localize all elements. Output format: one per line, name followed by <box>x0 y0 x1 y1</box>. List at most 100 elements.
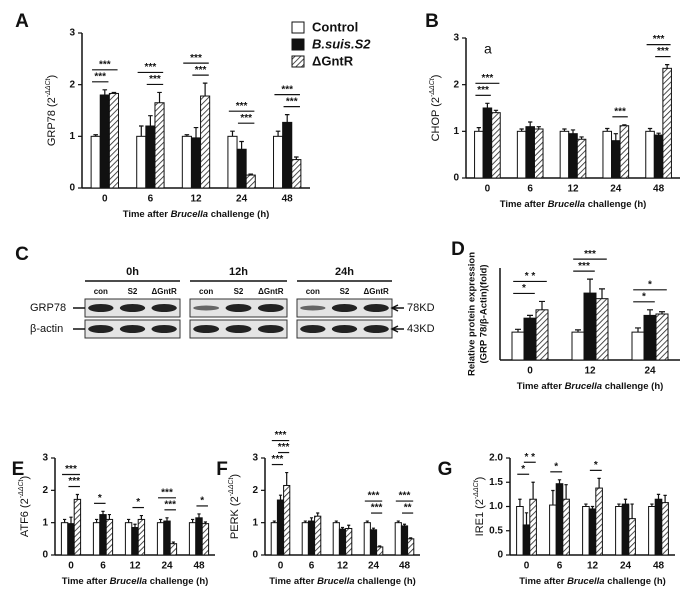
x-axis-label-end: challenge (h) <box>602 381 663 392</box>
bar <box>124 522 133 556</box>
bar <box>549 504 557 556</box>
error-bar <box>340 526 345 530</box>
significance-label: *** <box>99 59 111 70</box>
significance-label: *** <box>240 113 252 124</box>
x-tick-label: 48 <box>653 561 665 572</box>
bar <box>588 508 597 556</box>
y-tick-label: 1.5 <box>489 477 503 488</box>
x-tick-label: 6 <box>100 561 106 572</box>
bar <box>631 331 645 361</box>
significance-label: *** <box>584 249 596 260</box>
error-bar <box>284 114 290 123</box>
y-axis-label: ATF6 (2-ΔΔCt) <box>18 476 31 537</box>
error-bar <box>630 503 634 519</box>
significance-label: *** <box>275 430 287 441</box>
y-axis-label-sup: -ΔΔCt <box>18 478 25 498</box>
legend-label: B.suis.S2 <box>312 36 371 51</box>
bar <box>653 134 664 179</box>
error-bar <box>184 134 190 137</box>
bar <box>655 313 669 361</box>
y-axis-label: PERK (2-ΔΔCt) <box>228 474 241 539</box>
x-tick-label: 48 <box>653 184 665 195</box>
x-tick-label: 12 <box>190 194 202 205</box>
bar <box>369 529 378 556</box>
x-tick-label: 0 <box>68 561 74 572</box>
error-bar <box>613 133 618 141</box>
bar <box>105 518 114 556</box>
x-axis-label-italic: Brucella <box>317 576 355 587</box>
error-bar <box>663 494 667 503</box>
x-tick-label: 6 <box>527 184 533 195</box>
error-bar <box>518 498 522 507</box>
x-tick-label: 0 <box>527 366 533 377</box>
blot-size-label: 43KD <box>407 323 435 335</box>
bar <box>595 487 603 556</box>
bar <box>568 133 578 179</box>
bar <box>67 523 75 556</box>
significance-label: *** <box>482 73 494 84</box>
blot-row-label: GRP78 <box>30 302 66 314</box>
significance-label: *** <box>281 84 293 95</box>
x-tick-label: 12 <box>587 561 599 572</box>
blot-band <box>225 304 252 312</box>
panel-letter: D <box>451 239 465 260</box>
y-tick-label: 3 <box>42 453 48 464</box>
bar <box>291 159 302 189</box>
x-axis-label-end: challenge (h) <box>147 576 208 587</box>
panel-letter: A <box>15 11 29 32</box>
blot-lane-label: ΔGntR <box>152 287 178 296</box>
x-tick-label: 12 <box>567 184 579 195</box>
bar <box>621 503 630 556</box>
error-bar <box>396 520 400 523</box>
bar <box>643 314 657 361</box>
y-tick-label: 0 <box>69 183 75 194</box>
x-axis-label: Time after Brucella challenge (h) <box>123 209 270 220</box>
bar <box>582 506 590 556</box>
error-bar <box>562 128 567 132</box>
blot-group-label: 0h <box>126 266 139 278</box>
error-bar <box>203 521 207 524</box>
error-bar <box>557 479 562 484</box>
error-bar <box>575 329 581 333</box>
bar <box>156 522 165 556</box>
blot-row-label: β-actin <box>30 323 63 335</box>
error-bar <box>278 494 283 501</box>
error-bar <box>101 510 105 515</box>
x-tick-label: 0 <box>485 184 491 195</box>
blot-lane-label: con <box>306 287 320 296</box>
bar <box>201 523 210 556</box>
error-bar <box>95 518 99 523</box>
significance-label: * * <box>525 271 536 282</box>
y-tick-label: 0 <box>42 550 48 561</box>
error-bar <box>309 517 314 522</box>
y-tick-label: 2 <box>42 485 48 496</box>
panel-letter: G <box>438 459 453 480</box>
bar <box>338 528 347 556</box>
legend-label: ΔGntR <box>312 53 354 68</box>
y-axis-label-sup: -ΔΔCt <box>473 479 480 499</box>
bar <box>602 130 613 179</box>
error-bar <box>69 516 73 524</box>
error-bar <box>528 121 533 127</box>
significance-label: * <box>136 497 140 508</box>
x-axis-label-italic: Brucella <box>110 576 148 587</box>
x-axis-label-italic: Brucella <box>171 209 209 220</box>
bar <box>236 148 247 189</box>
bar <box>270 522 278 556</box>
error-bar <box>107 513 111 520</box>
x-tick-label: 0 <box>524 561 530 572</box>
significance-label: *** <box>614 106 626 117</box>
significance-label: *** <box>161 487 173 498</box>
error-bar <box>515 328 521 333</box>
error-bar <box>635 327 641 333</box>
error-bar <box>275 130 281 137</box>
significance-label: ** <box>404 503 412 514</box>
error-bar <box>485 102 490 108</box>
error-bar <box>63 518 67 523</box>
significance-label: *** <box>190 53 202 64</box>
x-axis-label-text: Time after <box>517 381 565 392</box>
error-bar <box>102 89 108 95</box>
y-tick-label: 0 <box>453 173 459 184</box>
bar <box>190 137 202 189</box>
y-axis-label-text: CHOP (2 <box>430 97 442 141</box>
